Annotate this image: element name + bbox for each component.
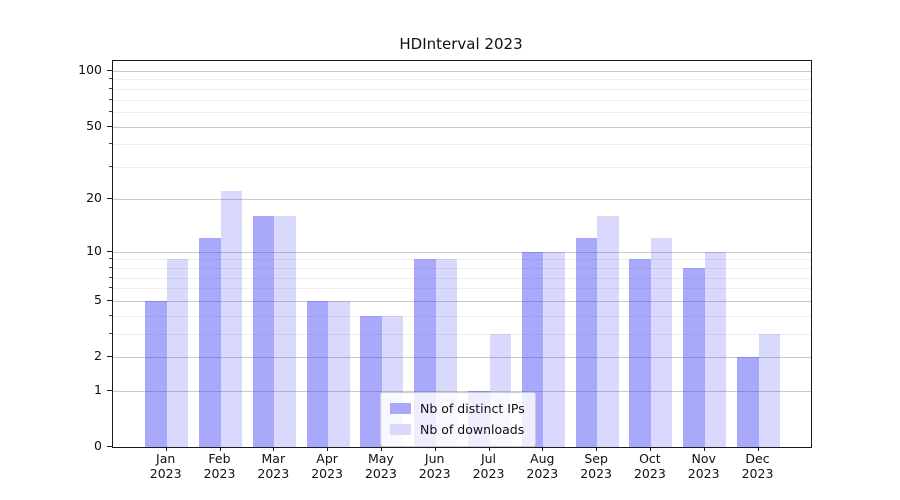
bar-ips-mar (252, 216, 275, 447)
y-minor-tick-mark (109, 87, 112, 89)
gridline-major (113, 70, 811, 72)
legend-label: Nb of downloads (420, 422, 525, 437)
bar-ips-oct (629, 259, 651, 447)
bar-ips-dec (737, 357, 759, 447)
bar-downloads-aug (543, 251, 565, 447)
y-minor-tick-mark (109, 78, 112, 80)
y-minor-tick-mark (109, 258, 112, 260)
y-tick-mark (107, 250, 112, 252)
bar-ips-sep (575, 237, 598, 447)
y-tick-label: 5 (94, 291, 102, 307)
x-tick-mark (434, 447, 436, 451)
gridline-major (113, 357, 811, 359)
gridline-minor (113, 315, 811, 317)
gridline-minor (113, 288, 811, 290)
gridline-minor (113, 277, 811, 279)
y-minor-tick-mark (109, 333, 112, 335)
gridline-major (113, 126, 811, 128)
y-minor-tick-mark (109, 98, 112, 100)
x-tick-mark (596, 447, 598, 451)
y-tick-label: 50 (86, 117, 102, 133)
gridline-minor (113, 334, 811, 336)
legend: Nb of distinct IPs Nb of downloads (380, 392, 536, 447)
y-tick-mark (107, 125, 112, 127)
x-tick-label-dec: Dec 2023 (741, 451, 774, 481)
bar-downloads-sep (597, 216, 619, 447)
bar-ips-may (360, 315, 382, 447)
x-tick-mark (703, 447, 705, 451)
plot-area: Nb of distinct IPs Nb of downloads (112, 60, 812, 448)
x-tick-mark (219, 447, 221, 451)
x-tick-label-jan: Jan 2023 (149, 451, 182, 481)
y-tick-label: 0 (94, 438, 102, 453)
bar-downloads-nov (704, 251, 727, 447)
gridline-minor (113, 144, 811, 146)
gridline-minor (113, 111, 811, 113)
y-tick-mark (107, 69, 112, 71)
x-tick-mark (380, 447, 382, 451)
y-tick-mark (107, 197, 112, 199)
x-tick-mark (165, 447, 167, 451)
y-tick-label: 20 (86, 189, 102, 205)
bar-downloads-oct (650, 237, 673, 447)
bar-downloads-feb (220, 191, 242, 447)
y-tick-mark (107, 299, 112, 301)
gridline-major (113, 390, 811, 392)
gridline-minor (113, 267, 811, 269)
bar-downloads-dec (758, 334, 780, 447)
x-tick-label-may: May 2023 (364, 451, 397, 481)
gridline-minor (113, 79, 811, 81)
x-tick-mark (327, 447, 329, 451)
y-minor-tick-mark (109, 166, 112, 168)
chart-title: HDInterval 2023 (399, 35, 523, 53)
legend-swatch-ips (390, 403, 411, 414)
bar-downloads-jan (166, 259, 189, 447)
x-tick-mark (542, 447, 544, 451)
y-minor-tick-mark (109, 266, 112, 268)
gridline-minor (113, 88, 811, 90)
legend-item: Nb of distinct IPs (390, 398, 525, 419)
x-tick-mark (649, 447, 651, 451)
y-tick-mark (107, 389, 112, 391)
x-tick-label-nov: Nov 2023 (687, 451, 720, 481)
gridline-major (113, 300, 811, 302)
gridline-minor (113, 167, 811, 169)
legend-label: Nb of distinct IPs (420, 401, 525, 416)
x-tick-mark (757, 447, 759, 451)
y-tick-mark (107, 356, 112, 358)
bar-ips-nov (683, 267, 705, 447)
y-minor-tick-mark (109, 110, 112, 112)
x-tick-label-jun: Jun 2023 (418, 451, 451, 481)
x-tick-label-oct: Oct 2023 (633, 451, 666, 481)
legend-item: Nb of downloads (390, 419, 525, 440)
y-minor-tick-mark (109, 276, 112, 278)
x-tick-label-aug: Aug 2023 (526, 451, 559, 481)
x-tick-label-feb: Feb 2023 (203, 451, 236, 481)
y-tick-label: 100 (78, 61, 102, 77)
x-tick-mark (273, 447, 275, 451)
gridline-major (113, 251, 811, 253)
bar-ips-feb (199, 237, 221, 447)
bar-downloads-apr (328, 300, 350, 447)
y-tick-mark (107, 446, 112, 447)
gridline-minor (113, 99, 811, 101)
bar-downloads-mar (274, 216, 296, 447)
x-tick-mark (488, 447, 490, 451)
y-minor-tick-mark (109, 314, 112, 316)
x-tick-label-apr: Apr 2023 (311, 451, 343, 481)
gridline-major (113, 198, 811, 200)
gridline-minor (113, 259, 811, 261)
x-tick-label-sep: Sep 2023 (580, 451, 612, 481)
y-minor-tick-mark (109, 143, 112, 145)
y-tick-label: 2 (94, 348, 102, 364)
bar-ips-jan (145, 300, 167, 447)
x-tick-label-mar: Mar 2023 (257, 451, 290, 481)
y-tick-label: 10 (86, 242, 102, 258)
y-minor-tick-mark (109, 287, 112, 289)
bar-ips-apr (306, 300, 329, 447)
x-tick-label-jul: Jul 2023 (472, 451, 505, 481)
legend-swatch-downloads (390, 424, 411, 435)
y-tick-label: 1 (94, 381, 102, 397)
